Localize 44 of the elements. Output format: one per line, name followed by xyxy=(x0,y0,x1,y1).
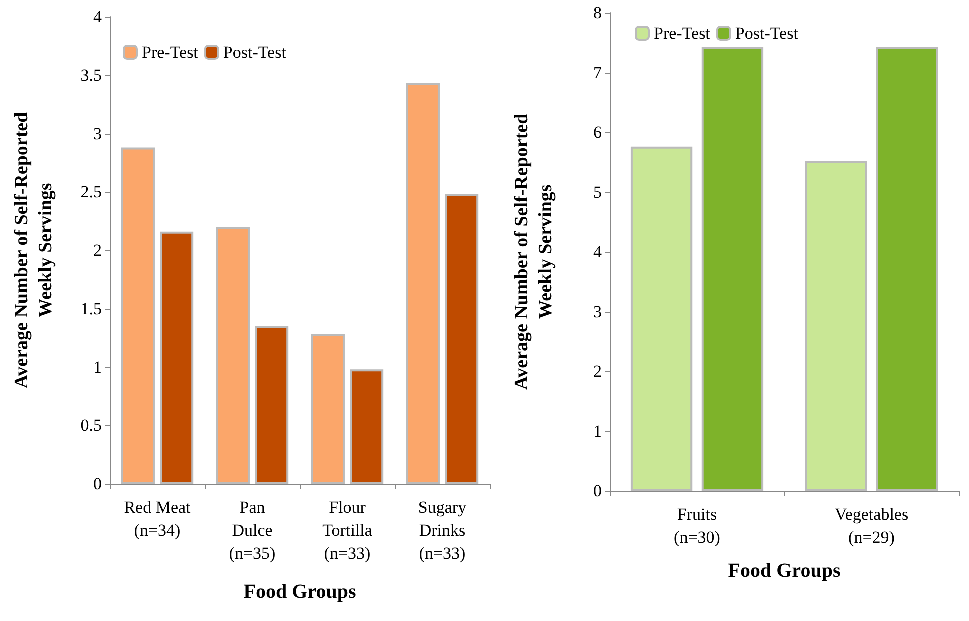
legend-label: Pre-Test xyxy=(142,43,199,62)
x-tick-label: Pan Dulce (n=35) xyxy=(229,498,276,563)
y-tick-label: 2 xyxy=(94,241,102,260)
bar xyxy=(702,47,764,491)
y-tick-label: 3 xyxy=(94,124,102,144)
bar xyxy=(350,370,384,484)
y-tick-label: 1 xyxy=(94,358,102,377)
bar xyxy=(160,232,194,484)
y-tick-label: 2 xyxy=(594,362,602,381)
y-tick-label: 1 xyxy=(594,422,602,441)
x-axis-title: Food Groups xyxy=(244,581,356,603)
x-tick-label: Sugary Drinks (n=33) xyxy=(418,498,468,563)
x-axis-title: Food Groups xyxy=(728,560,841,582)
y-tick-label: 6 xyxy=(594,123,602,142)
y-tick-label: 0.5 xyxy=(80,416,102,436)
x-tick-label: Vegetables (n=29) xyxy=(834,505,909,547)
y-tick-label: 3 xyxy=(594,302,602,322)
y-tick-label: 8 xyxy=(594,4,602,22)
legend-label: Post-Test xyxy=(735,24,799,43)
y-tick-label: 0 xyxy=(594,482,602,500)
y-tick-label: 4 xyxy=(94,8,102,26)
y-tick-label: 5 xyxy=(594,182,602,202)
y-tick-label: 1.5 xyxy=(80,299,102,318)
y-tick-label: 0 xyxy=(94,474,102,494)
y-tick-label: 4 xyxy=(594,242,602,262)
bar xyxy=(216,227,250,484)
x-tick-label: Red Meat (n=34) xyxy=(124,498,192,540)
y-axis-title: Average Number of Self-Reported Weekly Servings xyxy=(12,112,56,389)
y-tick-label: 2.5 xyxy=(80,182,102,202)
bar xyxy=(630,146,693,491)
y-axis-title: Average Number of Self-Reported Weekly Servings xyxy=(512,113,556,390)
bar xyxy=(311,334,345,484)
x-tick-label: Flour Tortilla (n=33) xyxy=(322,498,373,563)
bar xyxy=(406,84,440,484)
legend-label: Pre-Test xyxy=(654,24,711,43)
y-tick-label: 7 xyxy=(594,63,602,82)
bar xyxy=(121,148,155,484)
x-tick-label: Fruits (n=30) xyxy=(674,505,720,547)
bar xyxy=(876,47,938,491)
legend-label: Post-Test xyxy=(223,43,287,62)
bar xyxy=(445,194,479,484)
bar xyxy=(805,161,868,491)
bar xyxy=(255,326,289,484)
y-tick-label: 3.5 xyxy=(80,66,102,85)
